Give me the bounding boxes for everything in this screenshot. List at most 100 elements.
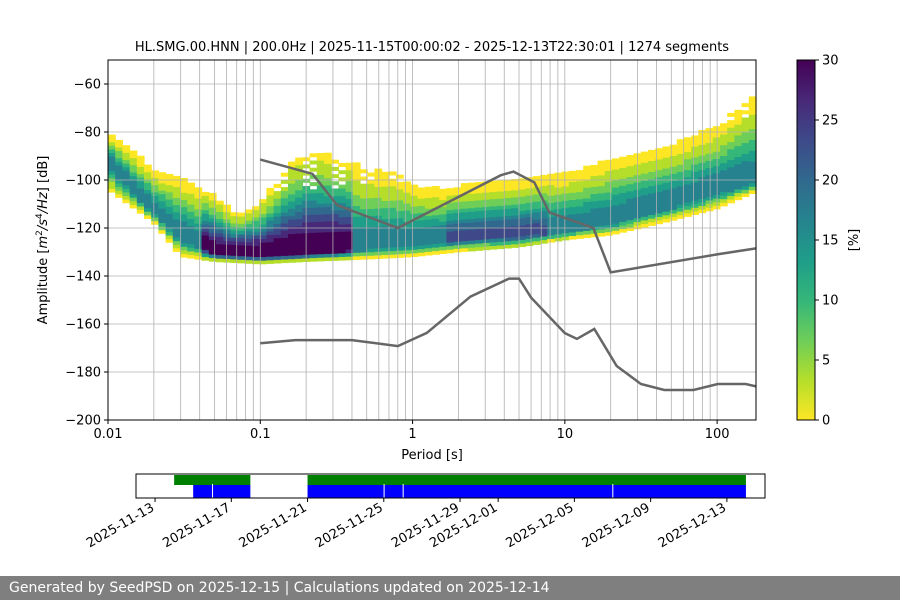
heatmap-cell [532, 240, 541, 245]
heatmap-cell [388, 200, 397, 205]
heatmap-cell [381, 204, 390, 209]
heatmap-cell [201, 249, 210, 254]
heatmap-cell [403, 188, 411, 193]
heatmap-cell [136, 209, 145, 214]
heatmap-cell [734, 167, 743, 172]
heatmap-cell [676, 153, 685, 158]
heatmap-cell [295, 229, 303, 234]
heatmap-cell [583, 194, 591, 199]
heatmap-cell [468, 236, 476, 241]
heatmap-cell [388, 193, 397, 198]
heatmap-cell [655, 169, 663, 174]
heatmap-cell [280, 187, 289, 192]
y-tick-label: −160 [65, 318, 101, 333]
heatmap-cell [374, 186, 383, 191]
heatmap-cell [446, 188, 455, 193]
heatmap-cell [352, 198, 361, 203]
heatmap-cell [662, 164, 671, 169]
heatmap-cell [136, 184, 145, 189]
heatmap-cell [388, 243, 397, 248]
heatmap-cell [748, 136, 757, 140]
heatmap-cell [338, 202, 347, 207]
heatmap-cell [619, 171, 627, 176]
heatmap-cell [309, 153, 318, 158]
heatmap-cell [216, 240, 224, 245]
heatmap-cell [496, 198, 505, 203]
heatmap-cell [640, 223, 649, 228]
heatmap-cell [554, 172, 563, 177]
heatmap-cell [374, 247, 383, 252]
heatmap-cell [640, 216, 649, 221]
heatmap-cell [532, 190, 541, 195]
heatmap-cell [360, 190, 368, 195]
heatmap-cell [518, 210, 527, 215]
heatmap-cell [676, 142, 685, 147]
heatmap-cell [216, 247, 224, 252]
heatmap-cell [648, 182, 656, 187]
heatmap-cell [280, 212, 289, 217]
heatmap-cell [280, 230, 289, 235]
heatmap-cell [244, 209, 253, 214]
heatmap-cell [338, 177, 347, 182]
heatmap-cell [216, 207, 224, 212]
heatmap-cell [691, 211, 699, 215]
heatmap-cell [482, 185, 491, 189]
heatmap-cell [316, 199, 325, 204]
heatmap-cell [619, 181, 627, 186]
heatmap-cell [640, 166, 649, 170]
heatmap-cell [396, 232, 404, 237]
heatmap-cell [417, 237, 426, 242]
heatmap-cell [424, 204, 433, 209]
heatmap-cell [583, 208, 591, 213]
heatmap-cell [396, 239, 404, 244]
heatmap-cell [576, 213, 584, 218]
heatmap-cell [446, 191, 455, 196]
heatmap-cell [374, 197, 383, 202]
heatmap-cell [259, 245, 267, 250]
heatmap-cell [144, 204, 152, 209]
heatmap-cell [597, 193, 606, 197]
heatmap-cell [136, 155, 145, 160]
heatmap-cell [237, 234, 246, 239]
heatmap-cell [712, 194, 721, 199]
heatmap-cell [439, 199, 447, 204]
heatmap-cell [403, 235, 411, 240]
heatmap-cell [244, 223, 253, 228]
heatmap-cell [540, 214, 548, 219]
heatmap-cell [475, 236, 483, 240]
heatmap-cell [280, 219, 289, 224]
heatmap-cell [720, 123, 728, 128]
heatmap-cell [648, 185, 656, 190]
heatmap-cell [252, 206, 260, 211]
heatmap-cell [288, 168, 296, 173]
heatmap-cell [684, 173, 692, 178]
heatmap-cell [374, 251, 383, 256]
heatmap-cell [338, 163, 347, 167]
heatmap-cell [360, 187, 368, 192]
heatmap-cell [734, 124, 743, 129]
heatmap-cell [396, 250, 404, 255]
heatmap-cell [165, 231, 174, 236]
heatmap-cell [734, 109, 743, 114]
heatmap-cell [180, 253, 188, 258]
heatmap-cell [266, 220, 275, 225]
heatmap-cell [151, 210, 159, 214]
heatmap-cell [252, 253, 260, 257]
heatmap-cell [324, 163, 332, 168]
heatmap-cell [489, 220, 498, 225]
heatmap-cell [237, 255, 246, 260]
heatmap-cell [158, 208, 167, 213]
heatmap-cell [518, 199, 527, 204]
heatmap-cell [180, 217, 188, 222]
heatmap-cell [316, 239, 325, 244]
heatmap-cell [453, 216, 462, 221]
heatmap-cell [734, 174, 743, 179]
heatmap-cell [280, 205, 289, 210]
heatmap-cell [360, 176, 368, 181]
heatmap-cell [201, 209, 210, 214]
heatmap-cell [619, 163, 627, 168]
heatmap-cell [417, 187, 426, 192]
heatmap-cell [640, 169, 649, 174]
heatmap-cell [345, 177, 354, 182]
heatmap-cell [590, 215, 599, 220]
